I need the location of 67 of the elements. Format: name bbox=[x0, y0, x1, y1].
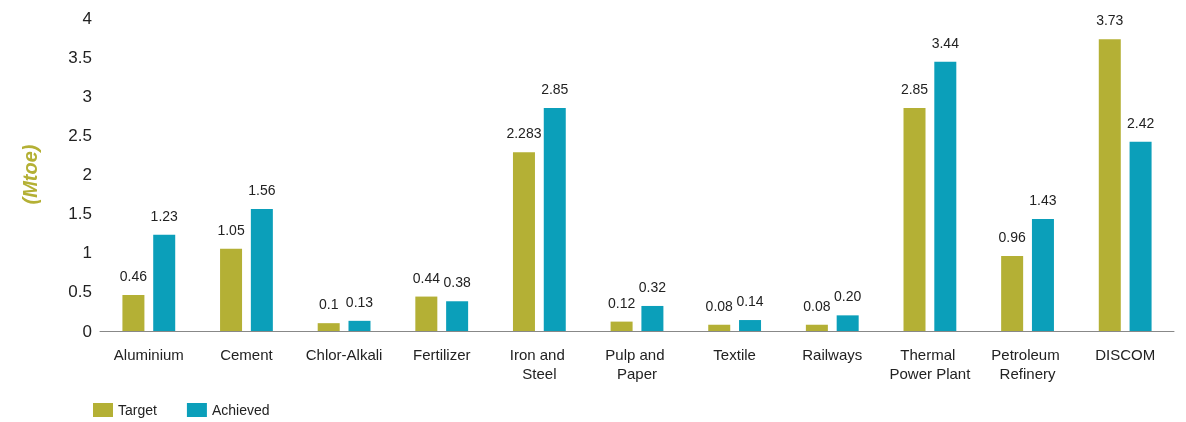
bar bbox=[543, 107, 566, 331]
bar bbox=[220, 248, 243, 331]
bar bbox=[512, 152, 535, 331]
data-label: 1.05 bbox=[217, 221, 245, 238]
x-tick-label: Cement bbox=[220, 346, 274, 363]
bar bbox=[317, 323, 340, 331]
data-label: 0.46 bbox=[119, 268, 148, 285]
legend-label: Achieved bbox=[211, 402, 270, 418]
x-tick-label: Fertilizer bbox=[412, 346, 471, 363]
bar bbox=[641, 305, 664, 331]
y-tick-label: 0.5 bbox=[68, 282, 92, 302]
bar bbox=[1129, 141, 1152, 331]
y-tick-label: 3.5 bbox=[68, 47, 92, 67]
y-tick-label: 3 bbox=[82, 86, 92, 106]
bar bbox=[610, 321, 633, 331]
x-tick-label: Pulp and Paper bbox=[605, 346, 669, 382]
legend-label: Target bbox=[118, 402, 158, 418]
data-label: 1.56 bbox=[248, 181, 276, 198]
data-label: 0.08 bbox=[705, 297, 734, 314]
y-tick-label: 1 bbox=[82, 243, 92, 263]
data-label: 0.1 bbox=[318, 296, 339, 313]
bar bbox=[415, 296, 438, 331]
bar bbox=[1098, 39, 1121, 331]
data-label: 1.43 bbox=[1029, 192, 1057, 209]
bar bbox=[122, 295, 145, 331]
bar bbox=[250, 208, 273, 331]
bar bbox=[739, 320, 762, 331]
bar bbox=[836, 315, 859, 331]
data-label: 0.96 bbox=[998, 228, 1026, 245]
x-tick-label: DISCOM bbox=[1095, 346, 1156, 363]
bar bbox=[903, 107, 926, 331]
bar bbox=[348, 320, 371, 331]
bar bbox=[153, 234, 176, 331]
y-tick-label: 2.5 bbox=[68, 125, 92, 145]
data-label: 0.44 bbox=[412, 269, 441, 286]
bar bbox=[708, 324, 731, 331]
data-label: 0.12 bbox=[607, 294, 636, 311]
bar bbox=[934, 61, 957, 331]
y-tick-label: 4 bbox=[82, 8, 92, 28]
data-label: 0.32 bbox=[638, 278, 667, 295]
x-tick-label: Thermal Power Plant bbox=[889, 346, 972, 382]
data-label: 0.08 bbox=[803, 297, 831, 314]
data-label: 1.23 bbox=[150, 207, 179, 224]
data-label: 2.283 bbox=[506, 125, 542, 142]
bar bbox=[805, 324, 828, 331]
y-tick-label: 2 bbox=[82, 165, 92, 184]
x-tick-label: Railways bbox=[802, 346, 863, 363]
y-tick-label: 1.5 bbox=[68, 204, 92, 224]
x-tick-label: Chlor-Alkali bbox=[305, 346, 383, 363]
bar bbox=[1001, 255, 1024, 331]
x-tick-label: Iron and Steel bbox=[509, 346, 569, 382]
data-label: 2.85 bbox=[900, 80, 929, 97]
data-label: 2.42 bbox=[1126, 114, 1155, 131]
bar bbox=[446, 301, 469, 331]
data-label: 0.13 bbox=[345, 293, 374, 310]
data-label: 0.38 bbox=[443, 274, 471, 291]
bar bbox=[1031, 219, 1054, 331]
x-tick-label: Aluminium bbox=[113, 346, 184, 363]
data-label: 0.20 bbox=[834, 288, 862, 305]
data-label: 3.73 bbox=[1096, 12, 1124, 29]
x-tick-label: Textile bbox=[713, 346, 756, 363]
y-axis-title: (Mtoe) bbox=[19, 144, 41, 205]
data-label: 2.85 bbox=[541, 80, 569, 97]
y-tick-label: 0 bbox=[82, 321, 92, 341]
x-tick-label: Petroleum Refinery bbox=[991, 346, 1064, 382]
data-label: 0.14 bbox=[736, 293, 764, 310]
data-label: 3.44 bbox=[931, 34, 960, 51]
